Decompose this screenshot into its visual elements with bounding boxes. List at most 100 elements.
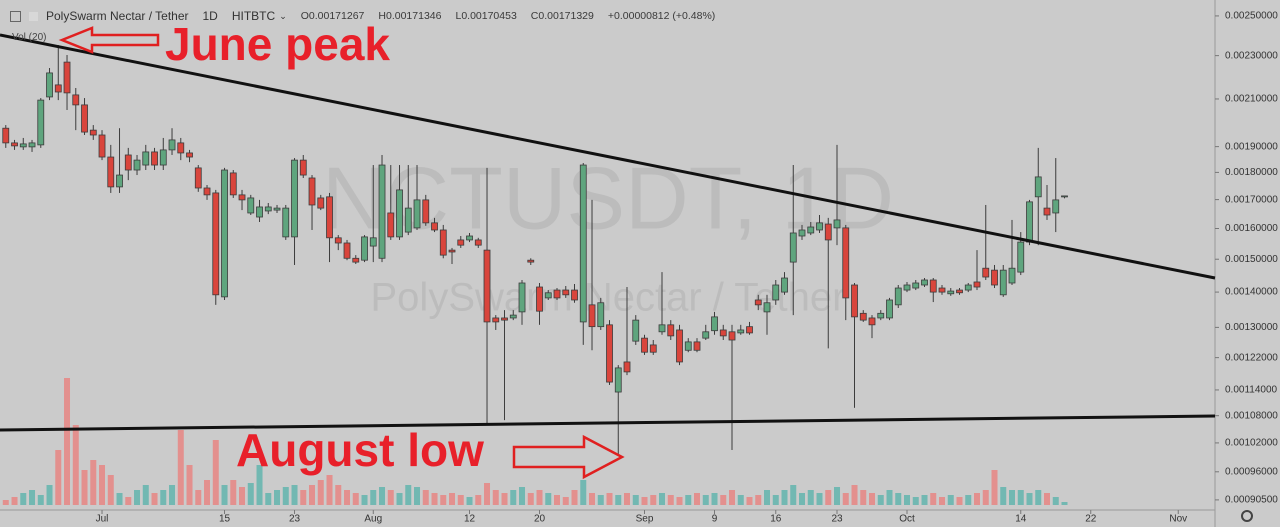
- volume-bar: [81, 470, 88, 505]
- candle-body: [553, 289, 561, 299]
- candle-body: [124, 154, 132, 171]
- volume-bar: [151, 493, 158, 505]
- volume-bar: [676, 497, 683, 505]
- candle-body: [474, 239, 482, 246]
- volume-bar: [746, 497, 753, 505]
- x-tick-label: 16: [770, 514, 782, 525]
- candle-body: [781, 277, 788, 293]
- volume-bar: [501, 493, 508, 505]
- y-tick-label: 0.00130000: [1225, 322, 1278, 333]
- candle-body: [938, 287, 946, 293]
- candle-body: [142, 151, 150, 166]
- volume-bar: [2, 500, 9, 505]
- candle-body: [641, 337, 648, 353]
- volume-bar: [55, 450, 62, 505]
- y-tick-label: 0.00090500: [1225, 495, 1278, 506]
- volume-bar: [169, 485, 176, 505]
- chevron[interactable]: ⌄: [279, 10, 287, 21]
- candle-body: [667, 324, 675, 337]
- candle-body: [422, 199, 430, 224]
- candle-body: [107, 156, 115, 188]
- volume-bar: [265, 493, 272, 505]
- symbol: PolySwarm Nectar / Tether: [46, 9, 189, 23]
- volume-bar: [615, 495, 622, 505]
- candle-body: [466, 235, 473, 241]
- candle-body: [798, 229, 806, 237]
- candle-body: [562, 289, 570, 296]
- candle-body: [151, 151, 158, 166]
- volume-bar: [405, 485, 412, 505]
- candle-body: [291, 159, 298, 238]
- volume-bar: [790, 485, 797, 505]
- candle-body: [177, 142, 185, 154]
- x-tick-label: Aug: [364, 514, 382, 525]
- volume-bar: [212, 440, 219, 505]
- candle-body: [1061, 195, 1068, 198]
- volume-bar: [396, 493, 403, 505]
- y-tick-label: 0.00170000: [1225, 194, 1278, 205]
- volume-bar: [650, 495, 657, 505]
- candle-body: [824, 223, 832, 241]
- candle-body: [1008, 267, 1016, 284]
- candle-body: [247, 197, 255, 214]
- volume-bar: [1009, 490, 1016, 505]
- volume-bar: [274, 490, 281, 505]
- candle-body: [886, 299, 893, 319]
- volume-bar: [606, 493, 613, 505]
- y-tick-label: 0.00150000: [1225, 254, 1278, 265]
- settings-icon[interactable]: [1241, 510, 1253, 522]
- candle-body: [509, 314, 517, 319]
- volume-bar: [624, 493, 631, 505]
- volume-bar: [659, 493, 666, 505]
- candle-body: [194, 167, 202, 189]
- volume-bar: [694, 493, 701, 505]
- y-tick-label: 0.00140000: [1225, 287, 1278, 298]
- candle-body: [19, 143, 27, 148]
- volume-bar: [230, 480, 237, 505]
- candle-body: [1034, 176, 1042, 198]
- ohlc-value: 0.00171267: [308, 10, 365, 22]
- x-tick-label: Nov: [1169, 514, 1187, 525]
- volume-bar: [116, 493, 123, 505]
- volume-bar: [816, 493, 823, 505]
- volume-bar: [177, 430, 184, 505]
- candle-body: [501, 317, 508, 321]
- candle-body: [921, 279, 928, 286]
- volume-bar: [667, 495, 674, 505]
- volume-bar: [134, 490, 141, 505]
- volume-bar: [947, 495, 954, 505]
- volume-bar: [282, 487, 289, 505]
- volume-bar: [510, 490, 517, 505]
- candle-body: [684, 341, 692, 351]
- volume-bar: [536, 490, 543, 505]
- volume-bar: [711, 493, 718, 505]
- volume-bar: [125, 497, 132, 505]
- candle-body: [326, 196, 333, 239]
- candle-body: [789, 232, 797, 263]
- candle-body: [1026, 201, 1033, 243]
- collapse-box[interactable]: [10, 10, 21, 22]
- volume-bar: [492, 490, 499, 505]
- candle-body: [378, 164, 386, 259]
- candle-body: [54, 84, 62, 93]
- ohlc-value: 0.00171329: [538, 10, 594, 22]
- candle-body: [203, 187, 211, 196]
- volume-bar: [90, 460, 97, 505]
- candle-body: [221, 169, 228, 298]
- volume-bar: [702, 495, 709, 505]
- gear[interactable]: [1241, 510, 1253, 522]
- candle-body: [413, 199, 421, 229]
- volume-bar: [597, 495, 604, 505]
- candle-body: [964, 284, 972, 291]
- volume-bar: [825, 490, 832, 505]
- x-tick-label: 22: [1085, 514, 1097, 525]
- candle-body: [63, 61, 71, 94]
- candle-body: [369, 237, 377, 247]
- candle-body: [89, 129, 97, 136]
- volume-bar: [440, 495, 447, 505]
- candle-body: [912, 282, 920, 289]
- candle-body: [387, 212, 395, 238]
- volume-bar: [737, 495, 744, 505]
- candle-body: [807, 226, 815, 234]
